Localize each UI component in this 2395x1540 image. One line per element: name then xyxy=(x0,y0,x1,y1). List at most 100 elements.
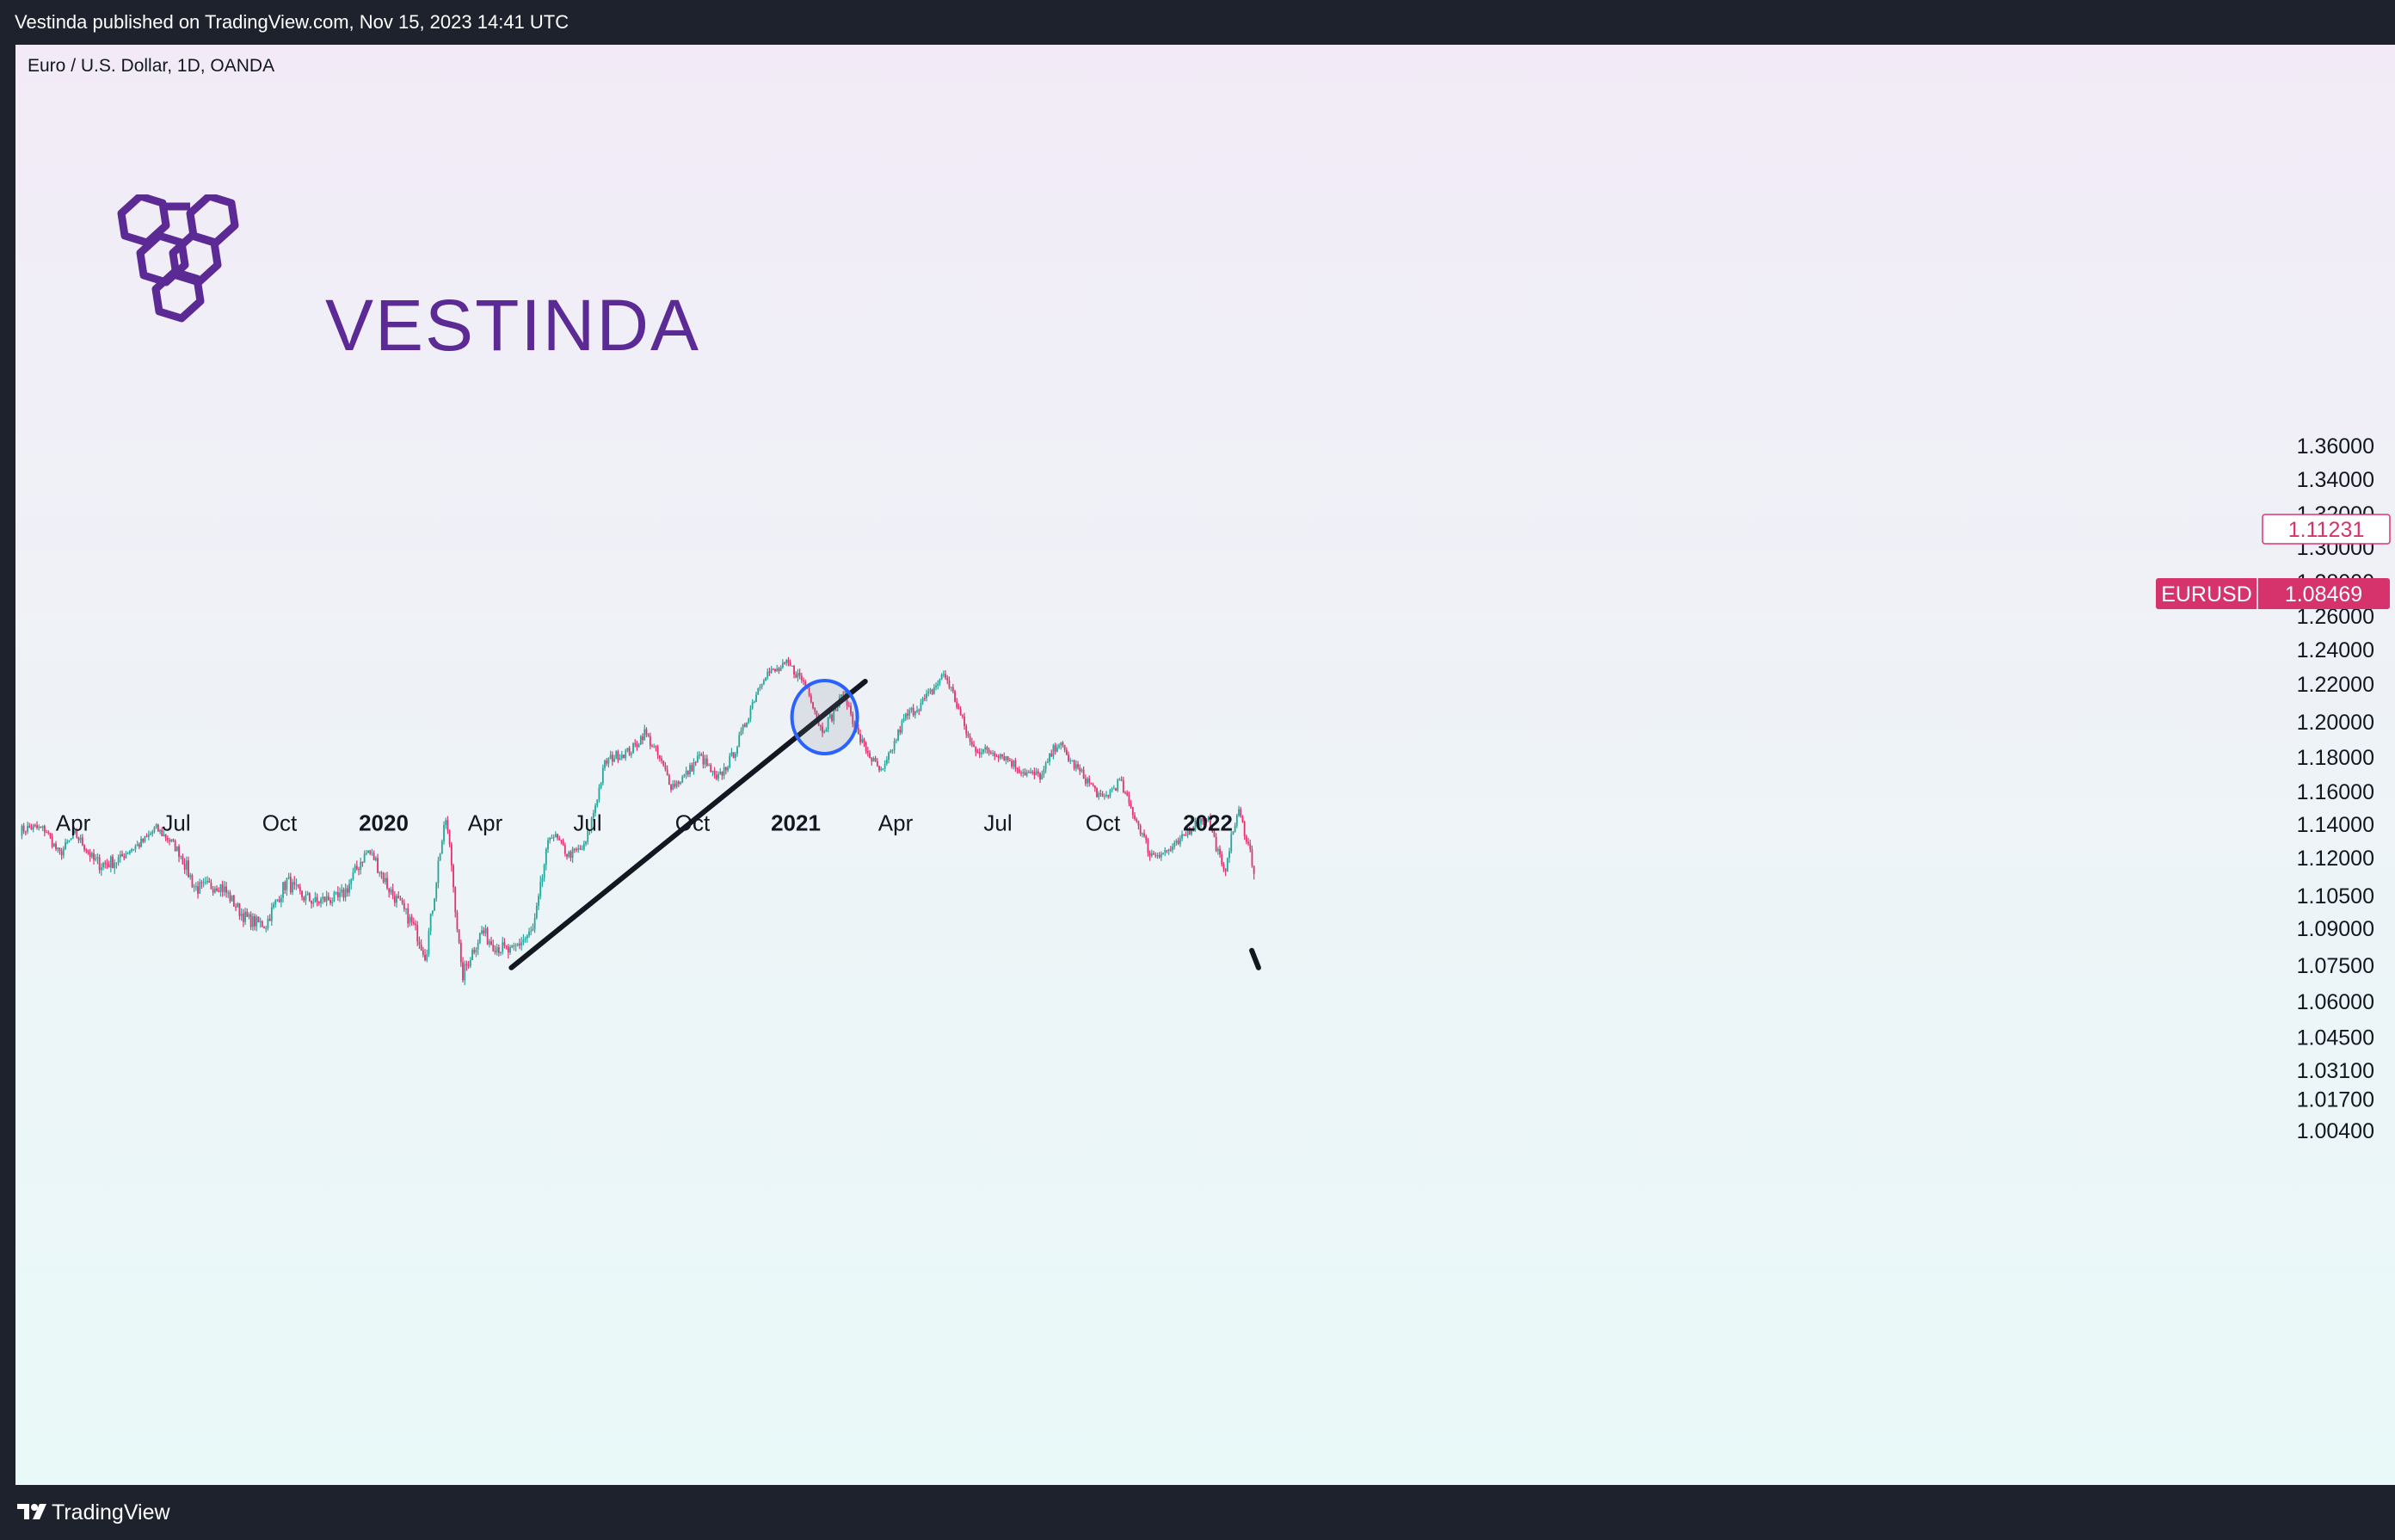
candle-body xyxy=(808,687,810,696)
candle-body xyxy=(87,851,89,853)
candle-body xyxy=(49,832,52,837)
candle-body xyxy=(492,945,495,952)
candle-body xyxy=(748,718,750,723)
candle-body xyxy=(251,916,254,927)
candle-body xyxy=(1088,778,1091,783)
candle-body xyxy=(1111,789,1113,791)
candle-body xyxy=(852,713,854,724)
candle-body xyxy=(136,844,139,847)
candle-body xyxy=(598,787,600,800)
candle-body xyxy=(927,691,930,694)
candle-body xyxy=(664,765,667,770)
candle-body xyxy=(379,872,381,874)
candle-body xyxy=(1003,756,1006,761)
candle-body xyxy=(828,714,831,718)
candle-body xyxy=(60,851,63,856)
candle-body xyxy=(749,708,752,719)
candle-body xyxy=(431,910,434,914)
candle-body xyxy=(721,771,723,776)
candle-body xyxy=(1073,760,1075,769)
candle-body xyxy=(961,715,964,717)
candle-body xyxy=(878,766,880,771)
candle-body xyxy=(871,757,873,762)
candle-body xyxy=(964,716,965,726)
candle-body xyxy=(1018,769,1020,773)
candle-body xyxy=(956,701,958,708)
candle-body xyxy=(1082,769,1085,779)
candle-body xyxy=(145,835,148,837)
candle-body xyxy=(445,820,447,825)
candle-body xyxy=(1039,773,1041,780)
candle-body xyxy=(261,921,263,927)
candle-body xyxy=(126,853,129,854)
candle-body xyxy=(519,944,520,946)
candle-body xyxy=(884,763,886,769)
candle-body xyxy=(401,900,403,903)
candle-body xyxy=(532,928,534,931)
candle-body xyxy=(1240,809,1242,816)
candle-body xyxy=(123,856,126,859)
candle-body xyxy=(613,758,615,762)
candle-body xyxy=(435,883,438,899)
candle-body xyxy=(273,904,274,908)
candle-body xyxy=(1103,795,1105,797)
candle-body xyxy=(1030,772,1031,773)
candle-body xyxy=(1153,853,1154,855)
candle-body xyxy=(1016,767,1019,770)
candle-body xyxy=(1096,788,1098,798)
candle-body xyxy=(524,938,526,940)
candle-body xyxy=(897,730,899,741)
candle-body xyxy=(677,781,680,784)
candle-body xyxy=(81,837,83,846)
candle-body xyxy=(681,776,684,783)
candle-body xyxy=(95,858,97,860)
candle-body xyxy=(626,748,629,751)
candle-body xyxy=(755,694,757,702)
candle-body xyxy=(840,694,842,698)
candle-body xyxy=(238,902,241,916)
candle-body xyxy=(1122,779,1124,792)
x-axis-tick-label: Jul xyxy=(573,810,601,836)
candle-body xyxy=(225,886,227,893)
candle-body xyxy=(507,946,509,953)
candle-body xyxy=(874,758,877,761)
candle-body xyxy=(812,702,814,709)
candle-body xyxy=(694,761,697,763)
candle-body xyxy=(545,848,547,865)
candle-body xyxy=(384,878,386,883)
candle-body xyxy=(183,864,186,870)
candle-body xyxy=(426,954,428,961)
candle-body xyxy=(372,853,375,860)
candle-body xyxy=(1074,764,1077,769)
candle-body xyxy=(1134,815,1136,820)
candle-body xyxy=(982,749,984,753)
candle-body xyxy=(115,862,118,864)
candle-body xyxy=(1063,745,1066,750)
candle-body xyxy=(314,896,317,902)
candle-body xyxy=(194,886,197,888)
candle-body xyxy=(639,736,642,745)
x-axis-tick-label: 2021 xyxy=(771,810,821,836)
candle-body xyxy=(51,836,53,847)
candle-body xyxy=(446,820,449,831)
candle-body xyxy=(760,684,763,687)
candle-body xyxy=(738,735,741,748)
candle-body xyxy=(834,709,837,711)
chart-area[interactable]: Euro / U.S. Dollar, 1D, OANDA VESTINDA 1… xyxy=(15,45,2395,1485)
candle-body xyxy=(1194,820,1197,831)
candle-body xyxy=(723,767,725,776)
candle-body xyxy=(358,869,360,871)
y-axis-tick-label: 1.10500 xyxy=(2297,884,2374,909)
candle-body xyxy=(1043,768,1045,775)
candle-body xyxy=(106,863,108,865)
y-axis-tick-label: 1.24000 xyxy=(2297,638,2374,662)
candle-body xyxy=(666,769,668,775)
candle-body xyxy=(1050,753,1053,757)
candle-body xyxy=(218,890,220,892)
candle-body xyxy=(1230,834,1233,852)
candle-body xyxy=(588,829,591,832)
candle-body xyxy=(607,758,610,764)
candle-body xyxy=(708,765,710,767)
candle-body xyxy=(857,728,859,734)
candle-body xyxy=(289,877,292,893)
